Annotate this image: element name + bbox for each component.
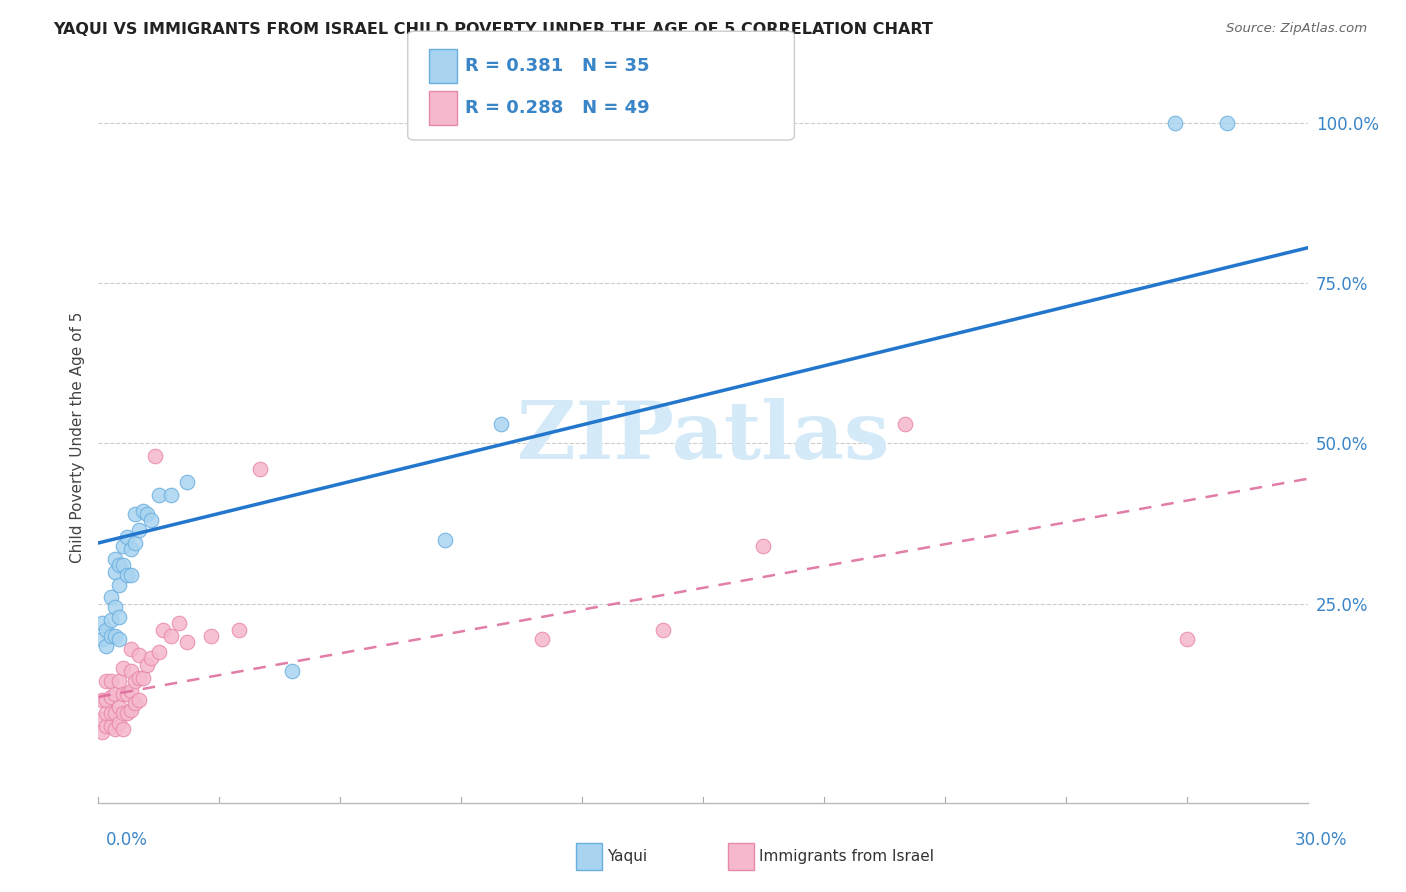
Text: YAQUI VS IMMIGRANTS FROM ISRAEL CHILD POVERTY UNDER THE AGE OF 5 CORRELATION CHA: YAQUI VS IMMIGRANTS FROM ISRAEL CHILD PO… <box>53 22 934 37</box>
Point <box>103 722 125 736</box>
Point <box>107 577 129 591</box>
Point <box>100 706 122 720</box>
Point <box>96 706 118 720</box>
Point <box>100 591 122 605</box>
Point <box>120 703 142 717</box>
Point <box>103 600 125 615</box>
Point <box>752 539 775 553</box>
Point <box>128 693 150 707</box>
Point <box>103 706 125 720</box>
Point <box>103 552 125 566</box>
Point <box>100 673 122 688</box>
Point <box>111 539 134 553</box>
Point <box>491 417 513 432</box>
Point <box>100 690 122 704</box>
Point <box>96 673 118 688</box>
Point <box>143 450 166 464</box>
Point <box>111 661 134 675</box>
Point <box>91 712 114 726</box>
Point <box>128 523 150 537</box>
Point <box>91 725 114 739</box>
Point <box>160 629 183 643</box>
Point <box>115 529 138 543</box>
Text: Source: ZipAtlas.com: Source: ZipAtlas.com <box>1226 22 1367 36</box>
Point <box>103 629 125 643</box>
Point <box>91 693 114 707</box>
Point <box>107 632 129 647</box>
Point <box>148 488 170 502</box>
Point <box>107 673 129 688</box>
Point <box>107 699 129 714</box>
Point <box>120 665 142 679</box>
Point <box>111 722 134 736</box>
Point <box>107 609 129 624</box>
Point <box>139 651 162 665</box>
Point <box>120 568 142 582</box>
Point <box>124 673 146 688</box>
Point <box>100 613 122 627</box>
Point <box>1175 632 1198 647</box>
Point <box>132 671 155 685</box>
Point <box>91 632 114 647</box>
Point <box>124 536 146 550</box>
Point <box>103 687 125 701</box>
Point <box>120 542 142 557</box>
Point <box>111 687 134 701</box>
Point <box>120 641 142 656</box>
Text: ZIPatlas: ZIPatlas <box>517 398 889 476</box>
Point <box>100 629 122 643</box>
Point <box>228 623 250 637</box>
Point <box>120 683 142 698</box>
Point <box>139 514 162 528</box>
Point <box>167 616 190 631</box>
Point <box>107 715 129 730</box>
Point <box>115 706 138 720</box>
Point <box>96 693 118 707</box>
Point <box>115 687 138 701</box>
Point <box>281 665 304 679</box>
Point <box>115 568 138 582</box>
Point <box>96 623 118 637</box>
Point <box>651 623 673 637</box>
Point <box>107 558 129 573</box>
Point <box>111 706 134 720</box>
Point <box>176 475 198 489</box>
Text: 30.0%: 30.0% <box>1295 831 1347 849</box>
Point <box>96 719 118 733</box>
Point <box>530 632 553 647</box>
Point <box>176 635 198 649</box>
Point <box>160 488 183 502</box>
Point <box>124 507 146 521</box>
Point <box>103 565 125 579</box>
Text: R = 0.288   N = 49: R = 0.288 N = 49 <box>465 99 650 117</box>
Text: Yaqui: Yaqui <box>607 849 648 863</box>
Point <box>249 462 271 476</box>
Point <box>893 417 915 432</box>
Point <box>200 629 222 643</box>
Point <box>91 616 114 631</box>
Point <box>128 648 150 663</box>
Text: Immigrants from Israel: Immigrants from Israel <box>759 849 934 863</box>
Point <box>135 507 157 521</box>
Text: 0.0%: 0.0% <box>105 831 148 849</box>
Point <box>1163 116 1185 130</box>
Point <box>148 645 170 659</box>
Point <box>152 623 174 637</box>
Point <box>100 719 122 733</box>
Y-axis label: Child Poverty Under the Age of 5: Child Poverty Under the Age of 5 <box>69 311 84 563</box>
Point <box>96 639 118 653</box>
Point <box>132 504 155 518</box>
Point <box>111 558 134 573</box>
Point <box>434 533 457 547</box>
Point <box>1216 116 1239 130</box>
Point <box>128 671 150 685</box>
Text: R = 0.381   N = 35: R = 0.381 N = 35 <box>465 57 650 75</box>
Point <box>124 697 146 711</box>
Point <box>135 657 157 672</box>
